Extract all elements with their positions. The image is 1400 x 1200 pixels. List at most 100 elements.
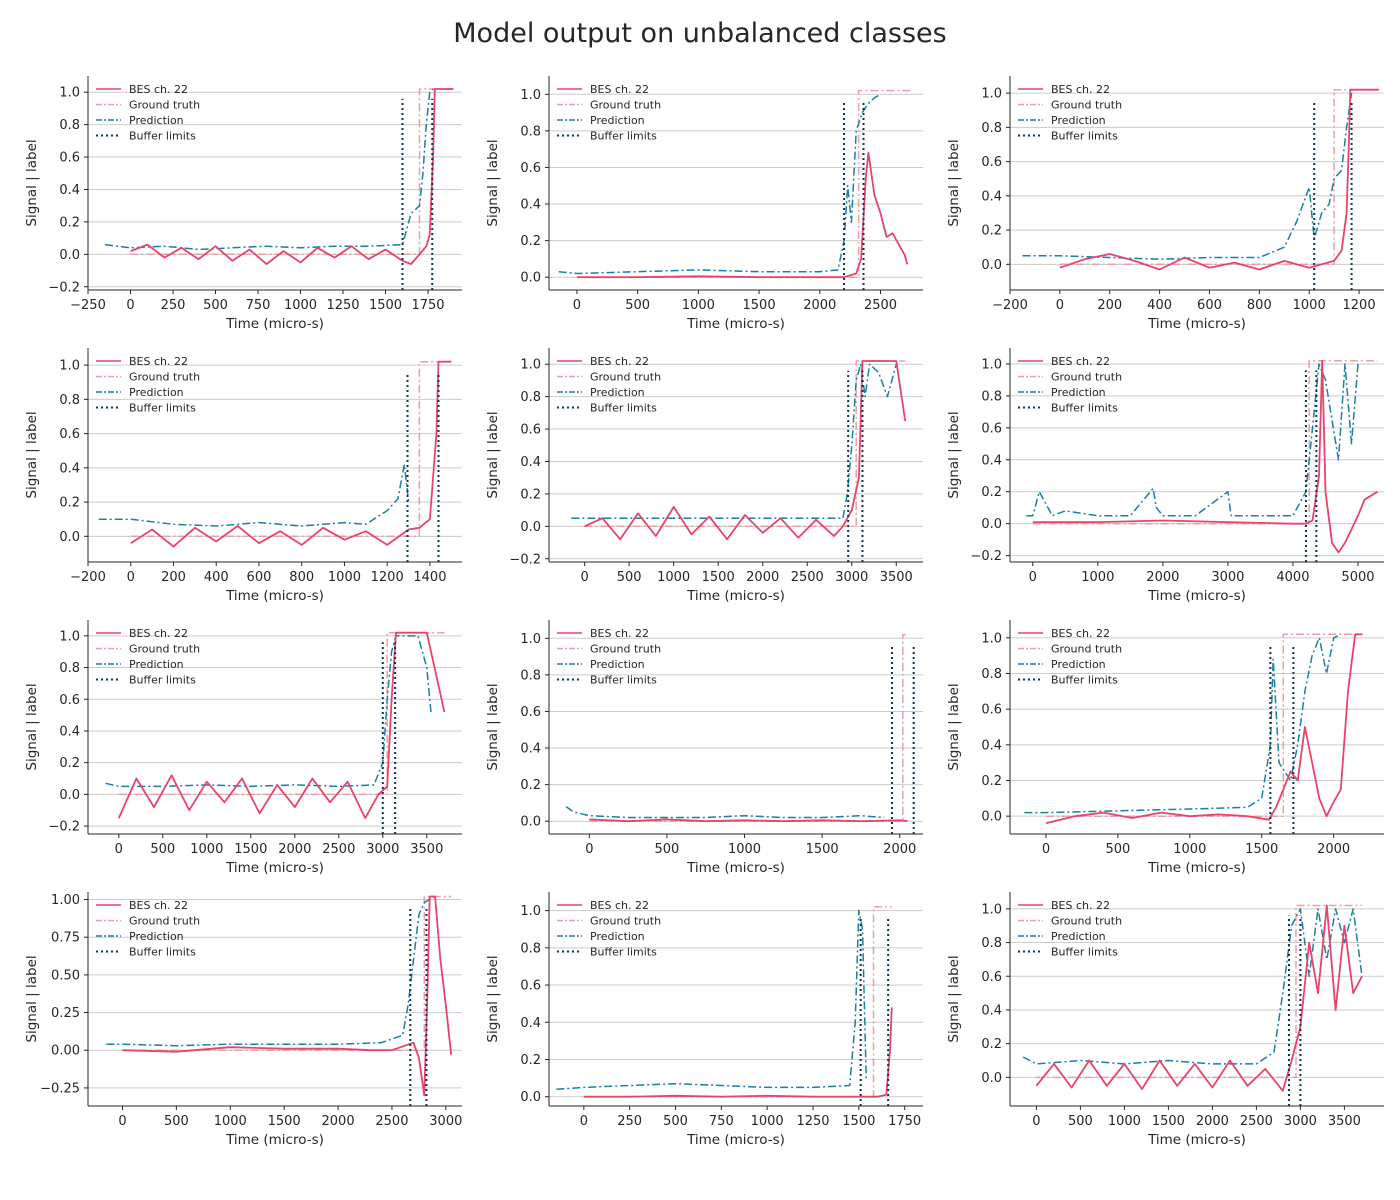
x-tick-label: 500 xyxy=(655,842,680,857)
subplot-11: 0.0 0.2 0.4 0.6 0.8 1.0 0 250 500 750 1000 1250 1500… xyxy=(485,892,923,1148)
subplot-9: 0.0 0.2 0.4 0.6 0.8 1.0 0 500 1000 1500 2000 Time (… xyxy=(946,620,1384,876)
legend-label: Buffer limits xyxy=(590,130,657,143)
legend: BES ch. 22 Ground truth Prediction Buffer l… xyxy=(557,355,661,415)
y-tick-label: 0.8 xyxy=(520,941,541,956)
y-tick-label: 0.75 xyxy=(51,931,80,946)
x-tick-label: 2000 xyxy=(746,570,779,585)
legend-label: Prediction xyxy=(590,930,645,943)
plot-area xyxy=(106,895,453,1106)
y-tick-label: 0.8 xyxy=(520,668,541,683)
x-tick-label: 1000 xyxy=(682,298,715,313)
x-tick-label: 5000 xyxy=(1341,570,1374,585)
ground-truth-line xyxy=(130,360,452,538)
signal-line xyxy=(576,151,909,279)
y-axis-label: Signal | label xyxy=(24,683,40,770)
x-tick-label: 1000 xyxy=(1081,570,1114,585)
legend-label: Ground truth xyxy=(590,371,661,384)
y-tick-label: 0.00 xyxy=(51,1044,80,1059)
x-tick-label: 2000 xyxy=(1146,570,1179,585)
x-tick-label: 0 xyxy=(580,1114,588,1129)
legend-label: BES ch. 22 xyxy=(1051,355,1110,368)
legend: BES ch. 22 Ground truth Prediction Buffer l… xyxy=(557,627,661,687)
x-tick-label: 1500 xyxy=(1245,842,1278,857)
x-tick-label: 3000 xyxy=(835,570,868,585)
y-tick-label: 1.0 xyxy=(520,358,541,373)
legend-label: Buffer limits xyxy=(590,674,657,687)
x-tick-label: 2000 xyxy=(803,298,836,313)
x-tick-label: −250 xyxy=(70,298,106,313)
ground-truth-line xyxy=(584,360,906,528)
y-tick-label: 0.0 xyxy=(59,530,80,545)
y-tick-label: 0.4 xyxy=(59,461,80,476)
y-tick-label: 0.8 xyxy=(59,661,80,676)
y-tick-label: −0.2 xyxy=(48,280,80,295)
legend-label: Prediction xyxy=(590,114,645,127)
x-tick-label: 500 xyxy=(203,298,228,313)
plot-area xyxy=(104,88,454,290)
x-tick-label: 3500 xyxy=(410,842,443,857)
x-tick-label: 1000 xyxy=(190,842,223,857)
x-tick-label: 1500 xyxy=(234,842,267,857)
legend-label: Ground truth xyxy=(129,915,200,928)
signal-line xyxy=(584,360,907,541)
x-axis-label: Time (micro-s) xyxy=(686,860,785,876)
y-tick-label: 0.8 xyxy=(59,118,80,133)
x-tick-label: 750 xyxy=(246,298,271,313)
x-tick-label: 1400 xyxy=(413,570,446,585)
y-tick-label: 0.6 xyxy=(981,421,1002,436)
legend-label: Ground truth xyxy=(590,99,661,112)
x-tick-label: 800 xyxy=(289,570,314,585)
subplot-5: −0.2 0.0 0.2 0.4 0.6 0.8 1.0 0 500 1000 1500 2000 25… xyxy=(485,348,923,604)
plot-area xyxy=(1024,633,1363,834)
x-tick-label: 800 xyxy=(1247,298,1272,313)
y-tick-label: 0.4 xyxy=(59,724,80,739)
legend-label: Prediction xyxy=(129,930,184,943)
legend-label: BES ch. 22 xyxy=(129,899,188,912)
x-tick-label: 500 xyxy=(1105,842,1130,857)
y-axis-label: Signal | label xyxy=(485,955,501,1042)
legend-label: Prediction xyxy=(590,658,645,671)
y-tick-label: 0.0 xyxy=(59,248,80,263)
subplot-4: 0.0 0.2 0.4 0.6 0.8 1.0 −200 0 200 400 600 800 1000 1… xyxy=(24,348,462,604)
legend-label: Buffer limits xyxy=(129,130,196,143)
y-tick-label: 0.8 xyxy=(520,124,541,139)
y-tick-label: 0.6 xyxy=(520,423,541,438)
x-tick-label: 1500 xyxy=(1152,1114,1185,1129)
x-tick-label: 2000 xyxy=(883,842,916,857)
x-tick-label: 1250 xyxy=(796,1114,829,1129)
x-tick-label: 1500 xyxy=(268,1114,301,1129)
x-tick-label: 2000 xyxy=(1317,842,1350,857)
figure-title: Model output on unbalanced classes xyxy=(453,18,947,49)
y-axis-label: Signal | label xyxy=(946,683,962,770)
x-tick-label: 1750 xyxy=(411,298,444,313)
legend-label: Buffer limits xyxy=(590,946,657,959)
y-tick-label: 0.8 xyxy=(981,121,1002,136)
x-tick-label: 1000 xyxy=(328,570,361,585)
x-axis-label: Time (micro-s) xyxy=(225,1132,324,1148)
y-tick-label: 0.2 xyxy=(981,1037,1002,1052)
legend-label: Prediction xyxy=(590,386,645,399)
x-tick-label: −200 xyxy=(70,570,106,585)
y-tick-label: 0.25 xyxy=(51,1006,80,1021)
x-tick-label: 0 xyxy=(1056,298,1064,313)
x-tick-label: 4000 xyxy=(1276,570,1309,585)
y-tick-label: 1.0 xyxy=(981,631,1002,646)
x-tick-label: 3000 xyxy=(429,1114,462,1129)
legend: BES ch. 22 Ground truth Prediction Buffer l… xyxy=(557,899,661,959)
prediction-line xyxy=(98,463,410,527)
plot-area xyxy=(1022,904,1363,1106)
y-tick-label: 1.0 xyxy=(981,357,1002,372)
legend-label: Ground truth xyxy=(1051,915,1122,928)
plot-area xyxy=(1026,359,1378,562)
x-tick-label: 600 xyxy=(1197,298,1222,313)
legend-label: Buffer limits xyxy=(129,674,196,687)
legend: BES ch. 22 Ground truth Prediction Buffer l… xyxy=(96,899,200,959)
y-tick-label: 1.0 xyxy=(981,902,1002,917)
signal-line xyxy=(1059,88,1379,271)
x-tick-label: 0 xyxy=(1029,570,1037,585)
plot-area xyxy=(105,631,446,834)
y-tick-label: 0.4 xyxy=(981,189,1002,204)
y-tick-label: 0.4 xyxy=(520,455,541,470)
y-tick-label: 0.4 xyxy=(520,742,541,757)
y-tick-label: 0.4 xyxy=(981,453,1002,468)
